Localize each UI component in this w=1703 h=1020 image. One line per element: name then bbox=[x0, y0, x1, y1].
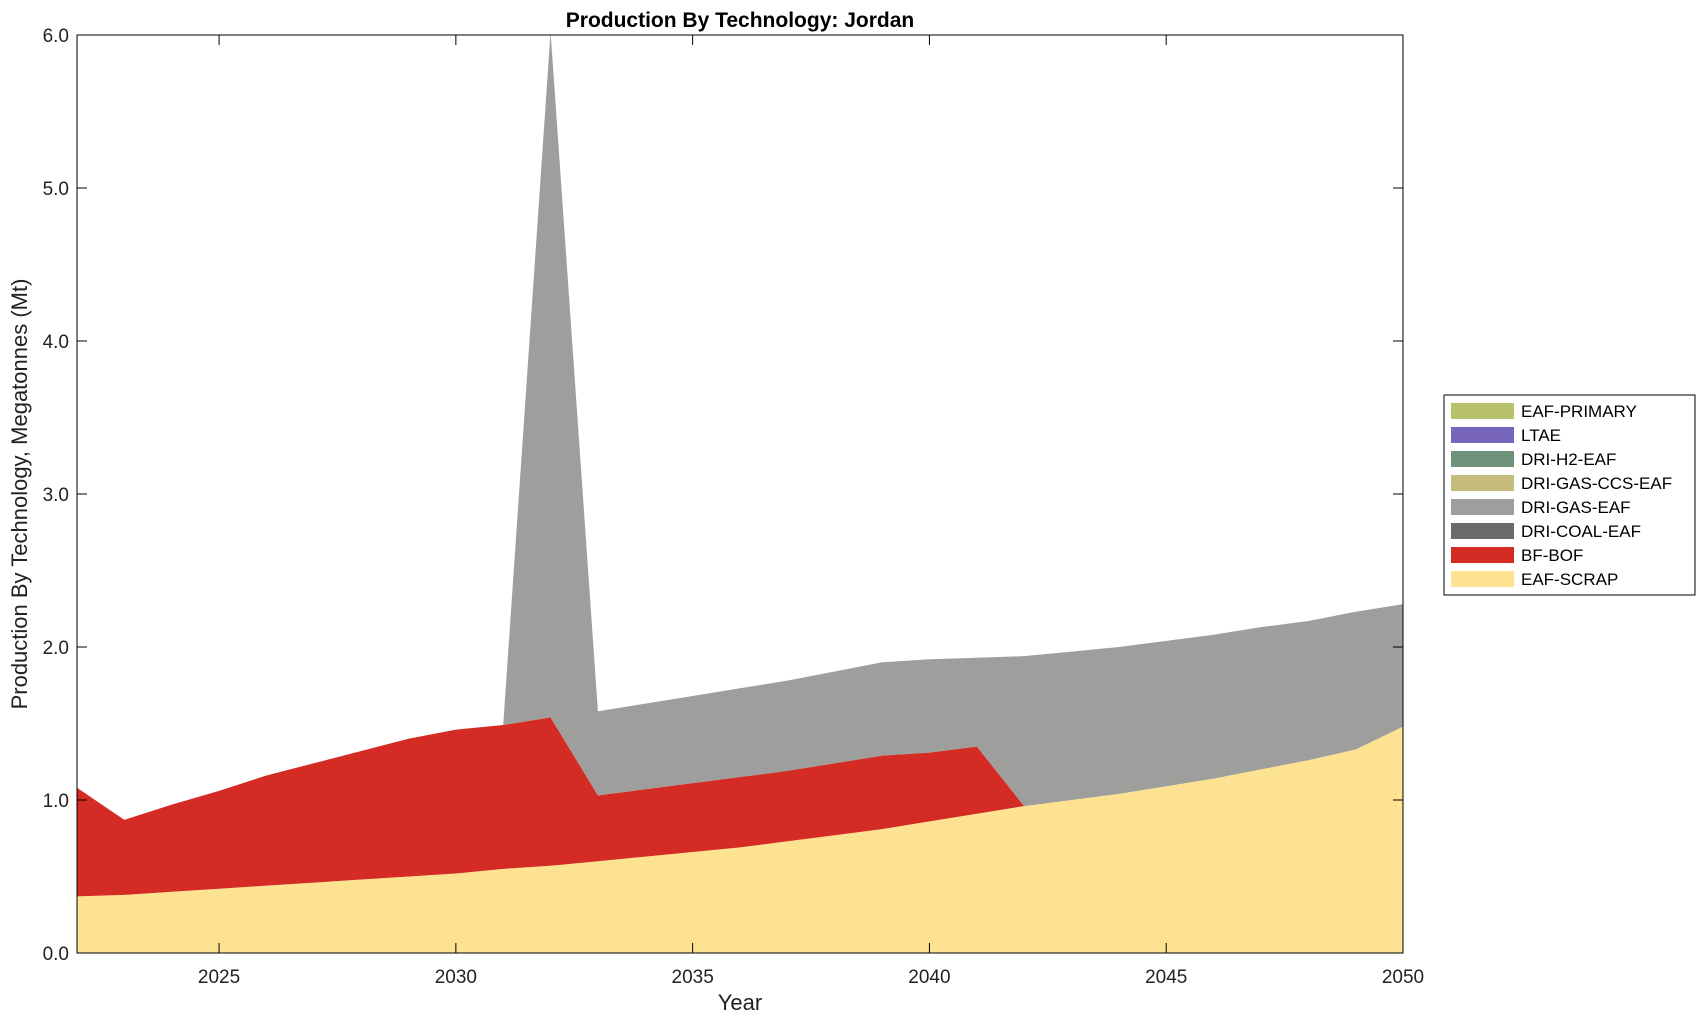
area-series-group bbox=[77, 31, 1403, 953]
y-axis: 0.0 1.0 2.0 3.0 4.0 5.0 6.0 bbox=[43, 26, 1403, 965]
legend-item: DRI-H2-EAF bbox=[1451, 450, 1616, 469]
legend-item: BF-BOF bbox=[1451, 546, 1583, 565]
legend-item: DRI-COAL-EAF bbox=[1451, 522, 1641, 541]
y-tick-label: 2.0 bbox=[43, 638, 69, 659]
y-tick-label: 1.0 bbox=[43, 791, 69, 812]
legend-item: DRI-GAS-CCS-EAF bbox=[1451, 474, 1672, 493]
x-tick-label: 2040 bbox=[908, 967, 950, 988]
legend-label: BF-BOF bbox=[1521, 546, 1583, 565]
legend-item: LTAE bbox=[1451, 426, 1561, 445]
legend-swatch bbox=[1451, 451, 1514, 467]
x-axis-title: Year bbox=[718, 990, 762, 1015]
x-tick-label: 2025 bbox=[198, 967, 240, 988]
legend-label: DRI-COAL-EAF bbox=[1521, 522, 1641, 541]
legend-swatch bbox=[1451, 523, 1514, 539]
legend-label: DRI-H2-EAF bbox=[1521, 450, 1616, 469]
legend-swatch bbox=[1451, 547, 1514, 563]
y-tick-label: 0.0 bbox=[43, 944, 69, 965]
legend-item: EAF-SCRAP bbox=[1451, 570, 1618, 589]
area-dri-gas-eaf bbox=[77, 31, 1403, 820]
legend-swatch bbox=[1451, 475, 1514, 491]
y-tick-label: 3.0 bbox=[43, 485, 69, 506]
area-eaf-scrap bbox=[77, 726, 1403, 953]
y-tick-label: 6.0 bbox=[43, 26, 69, 47]
legend-item: DRI-GAS-EAF bbox=[1451, 498, 1631, 517]
legend-label: DRI-GAS-EAF bbox=[1521, 498, 1631, 517]
legend-swatch bbox=[1451, 403, 1514, 419]
legend-swatch bbox=[1451, 571, 1514, 587]
x-tick-label: 2050 bbox=[1382, 967, 1424, 988]
legend: EAF-PRIMARY LTAE DRI-H2-EAF DRI-GAS-CCS-EAF… bbox=[1443, 394, 1696, 596]
legend-label: LTAE bbox=[1521, 426, 1561, 445]
x-axis: 2025 2030 2035 2040 2045 2050 bbox=[198, 35, 1424, 988]
y-axis-title: Production By Technology, Megatonnes (Mt… bbox=[7, 279, 32, 710]
legend-label: EAF-PRIMARY bbox=[1521, 402, 1637, 421]
legend-swatch bbox=[1451, 427, 1514, 443]
legend-label: DRI-GAS-CCS-EAF bbox=[1521, 474, 1672, 493]
legend-swatch bbox=[1451, 499, 1514, 515]
chart-title: Production By Technology: Jordan bbox=[566, 9, 914, 32]
y-tick-label: 4.0 bbox=[43, 332, 69, 353]
legend-box bbox=[1443, 394, 1696, 596]
x-tick-label: 2045 bbox=[1145, 967, 1187, 988]
area-bf-bof bbox=[77, 717, 1403, 897]
x-tick-label: 2035 bbox=[672, 967, 714, 988]
legend-item: EAF-PRIMARY bbox=[1451, 402, 1637, 421]
y-tick-label: 5.0 bbox=[43, 179, 69, 200]
x-tick-label: 2030 bbox=[435, 967, 477, 988]
legend-label: EAF-SCRAP bbox=[1521, 570, 1618, 589]
